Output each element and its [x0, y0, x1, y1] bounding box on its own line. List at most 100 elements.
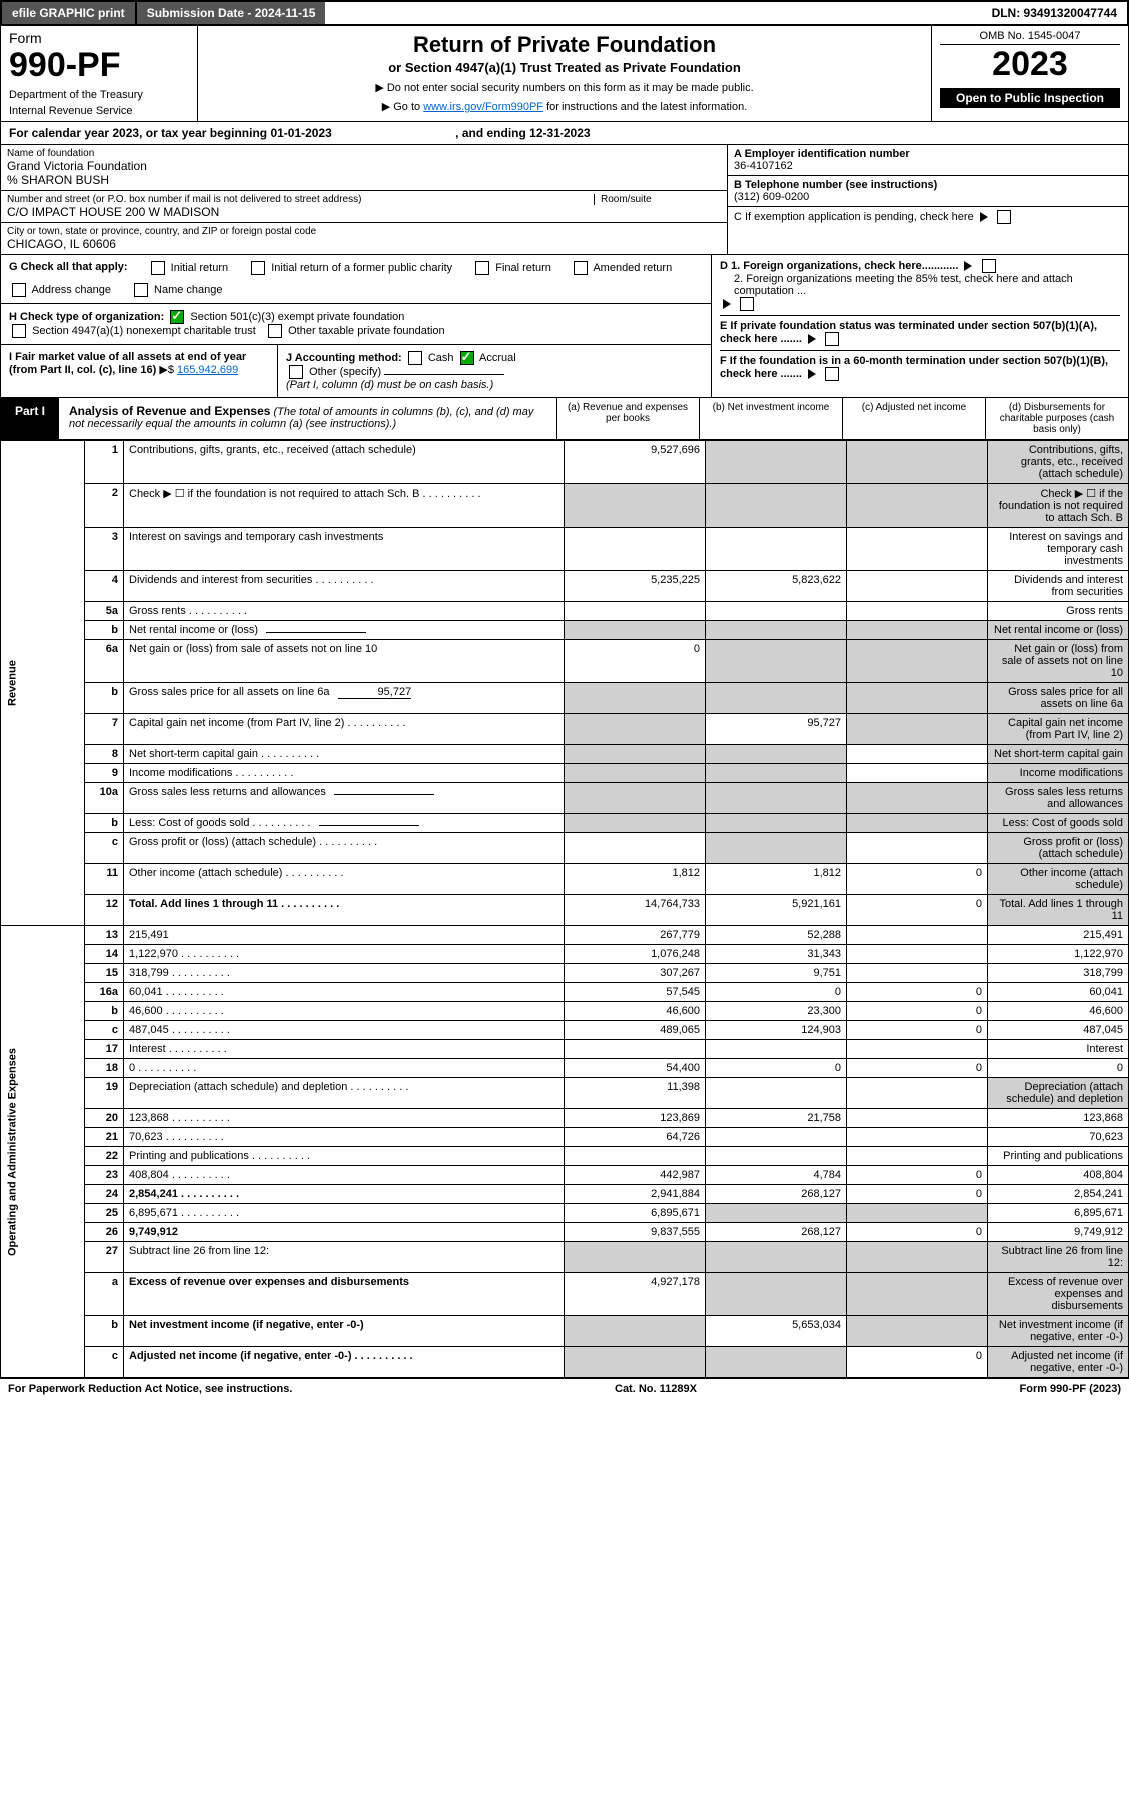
- line-number: b: [85, 1316, 124, 1347]
- amt-a: 9,837,555: [565, 1223, 706, 1242]
- line-number: c: [85, 1021, 124, 1040]
- amt-c: [847, 484, 988, 528]
- g-opt0: Initial return: [171, 262, 228, 274]
- form-word: Form: [9, 30, 189, 46]
- i-arrow: ▶$: [159, 364, 174, 376]
- e: E If private foundation status was termi…: [720, 320, 1097, 345]
- amt-a: 442,987: [565, 1166, 706, 1185]
- line-desc: 60,041: [124, 983, 565, 1002]
- city-label: City or town, state or province, country…: [7, 226, 721, 237]
- e-checkbox[interactable]: [825, 332, 839, 346]
- g-amended[interactable]: [574, 261, 588, 275]
- amt-a: 0: [565, 640, 706, 683]
- line-number: c: [85, 833, 124, 864]
- amt-b: [706, 783, 847, 814]
- g-initial[interactable]: [151, 261, 165, 275]
- j-accrual[interactable]: [460, 351, 474, 365]
- omb: OMB No. 1545-0047: [940, 30, 1120, 45]
- line-number: 11: [85, 864, 124, 895]
- topbar: efile GRAPHIC print Submission Date - 20…: [0, 0, 1129, 26]
- line-desc: 9,749,912: [124, 1223, 565, 1242]
- line-number: 16a: [85, 983, 124, 1002]
- amt-b: 5,921,161: [706, 895, 847, 926]
- g-final[interactable]: [475, 261, 489, 275]
- amt-b: 9,751: [706, 964, 847, 983]
- line-number: 4: [85, 571, 124, 602]
- amt-c: [847, 783, 988, 814]
- d2-checkbox[interactable]: [740, 297, 754, 311]
- amt-a: [565, 683, 706, 714]
- ein: 36-4107162: [734, 160, 1122, 172]
- d1: D 1. Foreign organizations, check here..…: [720, 260, 958, 272]
- f-checkbox[interactable]: [825, 367, 839, 381]
- h-label: H Check type of organization:: [9, 311, 164, 323]
- g-name[interactable]: [134, 283, 148, 297]
- amt-d: Dividends and interest from securities: [988, 571, 1129, 602]
- amt-c: [847, 1109, 988, 1128]
- col-d: (d) Disbursements for charitable purpose…: [985, 398, 1128, 439]
- amt-a: 2,941,884: [565, 1185, 706, 1204]
- h-o3: Other taxable private foundation: [288, 325, 445, 337]
- line-number: a: [85, 1273, 124, 1316]
- line-number: 14: [85, 945, 124, 964]
- j-other[interactable]: [289, 365, 303, 379]
- line-number: 12: [85, 895, 124, 926]
- note-link: ▶ Go to www.irs.gov/Form990PF for instru…: [210, 100, 919, 113]
- g-initial-former[interactable]: [251, 261, 265, 275]
- efile-print-button[interactable]: efile GRAPHIC print: [2, 2, 137, 24]
- amt-c: [847, 945, 988, 964]
- line-desc: Income modifications: [124, 764, 565, 783]
- amt-d: Gross profit or (loss) (attach schedule): [988, 833, 1129, 864]
- amt-d: Other income (attach schedule): [988, 864, 1129, 895]
- g-address[interactable]: [12, 283, 26, 297]
- amt-c: [847, 1204, 988, 1223]
- line-desc: Total. Add lines 1 through 11: [124, 895, 565, 926]
- line-number: 1: [85, 441, 124, 484]
- amt-c: 0: [847, 864, 988, 895]
- amt-b: [706, 814, 847, 833]
- h-4947-checkbox[interactable]: [12, 324, 26, 338]
- amt-a: 64,726: [565, 1128, 706, 1147]
- line-number: 27: [85, 1242, 124, 1273]
- instructions-link[interactable]: www.irs.gov/Form990PF: [423, 101, 543, 113]
- amt-a: [565, 783, 706, 814]
- amt-c: [847, 621, 988, 640]
- amt-b: 4,784: [706, 1166, 847, 1185]
- amt-b: [706, 1204, 847, 1223]
- h-other-checkbox[interactable]: [268, 324, 282, 338]
- amt-b: 124,903: [706, 1021, 847, 1040]
- open-to-public: Open to Public Inspection: [940, 88, 1120, 108]
- amt-d: 6,895,671: [988, 1204, 1129, 1223]
- amt-b: 0: [706, 983, 847, 1002]
- line-number: 9: [85, 764, 124, 783]
- amt-c: [847, 745, 988, 764]
- note-ssn: ▶ Do not enter social security numbers o…: [210, 81, 919, 94]
- line-desc: Other income (attach schedule): [124, 864, 565, 895]
- d1-checkbox[interactable]: [982, 259, 996, 273]
- c-checkbox[interactable]: [997, 210, 1011, 224]
- footer-right: Form 990-PF (2023): [1020, 1383, 1121, 1395]
- amt-c: 0: [847, 1166, 988, 1185]
- g-opt3: Amended return: [593, 262, 672, 274]
- cal-end: , and ending 12-31-2023: [455, 126, 590, 140]
- h-501c3-checkbox[interactable]: [170, 310, 184, 324]
- line-desc: 123,868: [124, 1109, 565, 1128]
- amt-a: [565, 602, 706, 621]
- amt-c: [847, 1147, 988, 1166]
- amt-c: [847, 1040, 988, 1059]
- amt-d: Gross rents: [988, 602, 1129, 621]
- tel: (312) 609-0200: [734, 191, 1122, 203]
- revenue-side-label: Revenue: [1, 441, 85, 926]
- amt-c: [847, 964, 988, 983]
- amt-d: 46,600: [988, 1002, 1129, 1021]
- footer: For Paperwork Reduction Act Notice, see …: [0, 1378, 1129, 1399]
- care-of: % SHARON BUSH: [7, 173, 721, 187]
- amt-b: [706, 1273, 847, 1316]
- amt-d: Adjusted net income (if negative, enter …: [988, 1347, 1129, 1378]
- j-cash[interactable]: [408, 351, 422, 365]
- line-desc: 0: [124, 1059, 565, 1078]
- line-number: 26: [85, 1223, 124, 1242]
- arrow-icon: [808, 334, 816, 344]
- amt-c: [847, 571, 988, 602]
- amt-d: Total. Add lines 1 through 11: [988, 895, 1129, 926]
